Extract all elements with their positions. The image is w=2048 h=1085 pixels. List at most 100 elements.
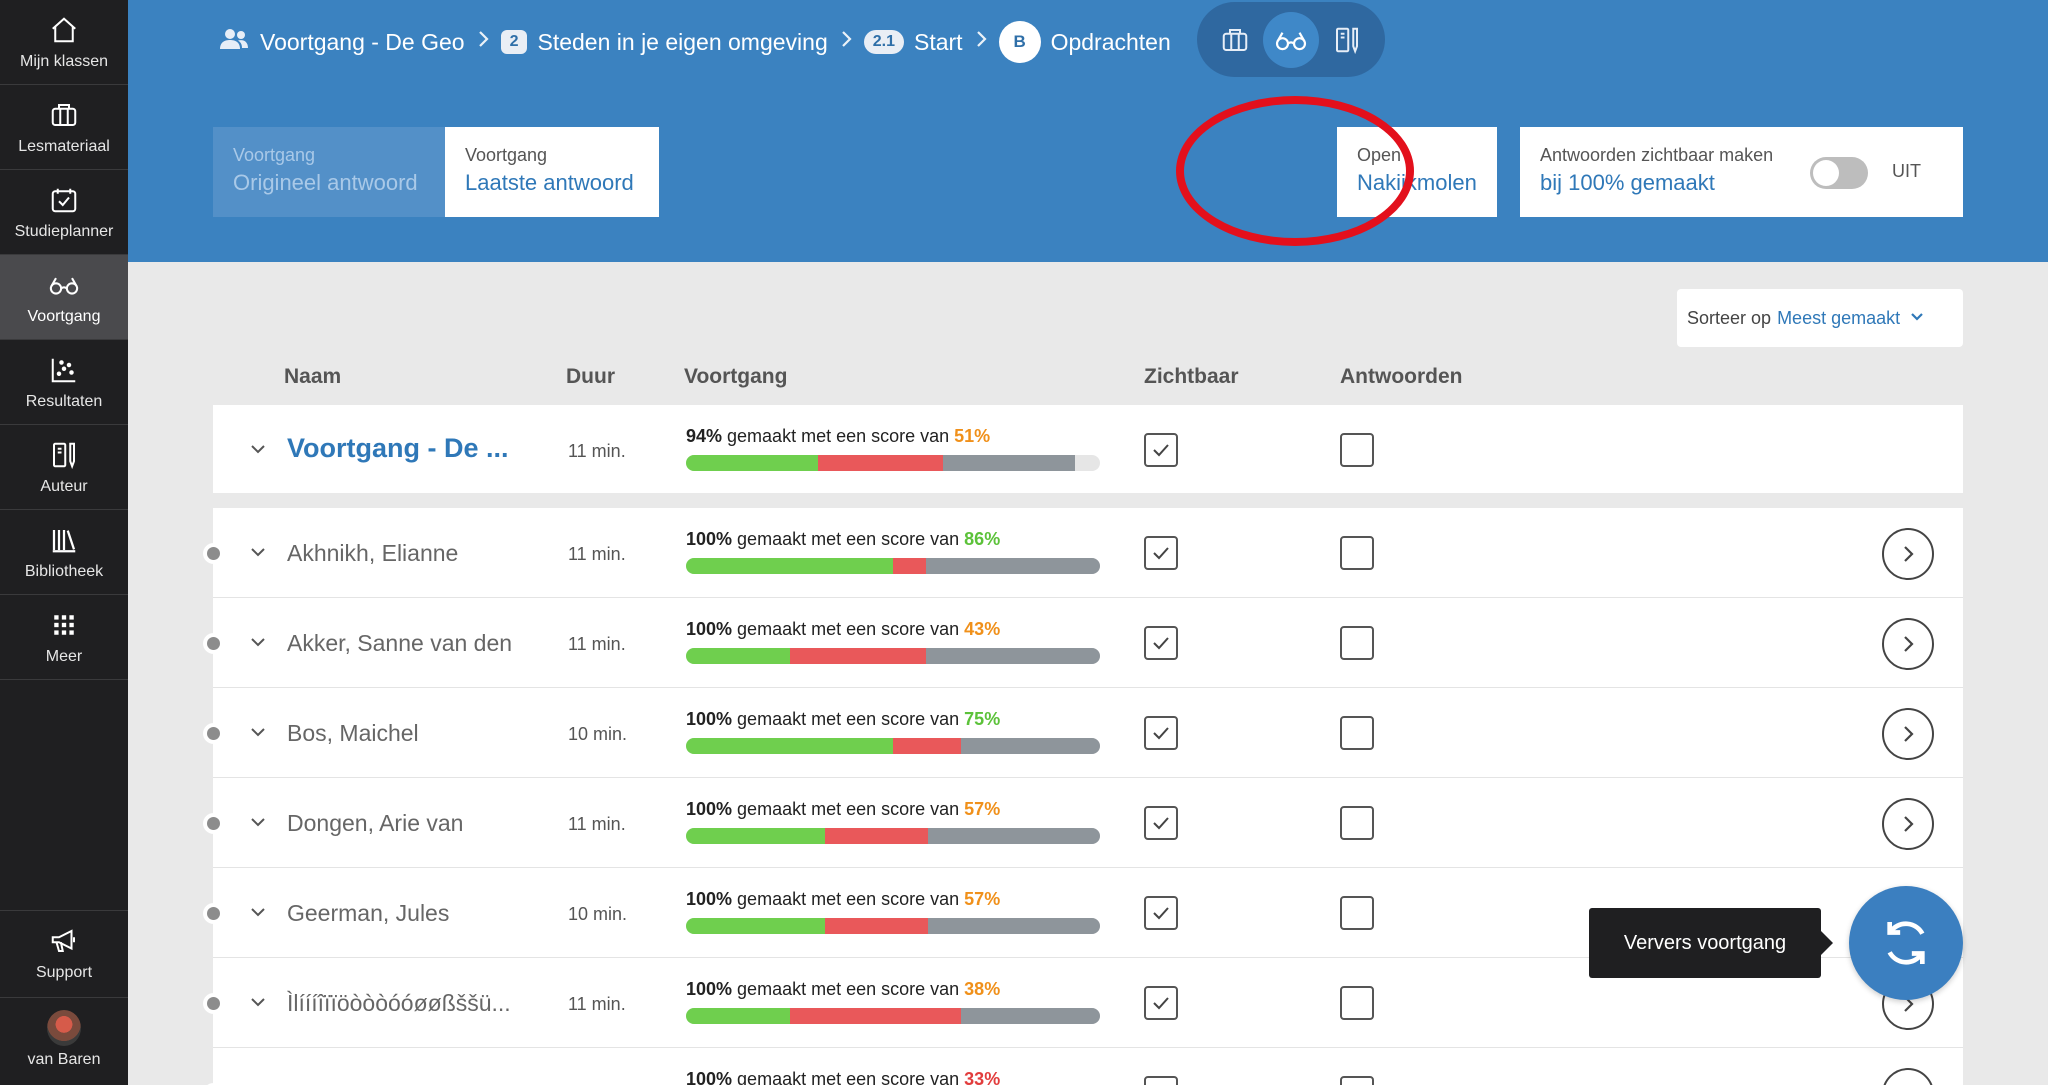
breadcrumb-item-assignments[interactable]: B Opdrachten	[998, 21, 1171, 63]
view-voortgang-button[interactable]	[1263, 11, 1319, 68]
expand-chevron-icon[interactable]	[247, 991, 269, 1013]
sidebar-item-voortgang[interactable]: Voortgang	[0, 255, 128, 340]
progress-text: 100% gemaakt met een score van 38%	[686, 979, 1100, 1000]
visible-checkbox[interactable]	[1144, 626, 1178, 660]
visible-checkbox[interactable]	[1144, 806, 1178, 840]
breadcrumb-item-chapter[interactable]: 2 Steden in je eigen omgeving	[500, 29, 828, 56]
open-nakijkmolen-button[interactable]: Open Nakijkmolen	[1337, 127, 1497, 217]
sidebar-item-studieplanner[interactable]: Studieplanner	[0, 170, 128, 255]
breadcrumb-label: Voortgang - De Geo	[260, 28, 465, 55]
view-lesmateriaal-button[interactable]	[1207, 12, 1263, 68]
sidebar-item-auteur[interactable]: Auteur	[0, 425, 128, 510]
expand-chevron-icon[interactable]	[247, 811, 269, 833]
answers-checkbox[interactable]	[1340, 896, 1374, 930]
expand-chevron-icon[interactable]	[247, 541, 269, 563]
users-icon	[218, 27, 250, 57]
sidebar-item-support[interactable]: Support	[0, 910, 128, 995]
column-header-progress[interactable]: Voortgang	[684, 365, 788, 388]
sidebar-item-bibliotheek[interactable]: Bibliotheek	[0, 510, 128, 595]
student-row[interactable]: Akhnikh, Elianne 11 min. 100% gemaakt me…	[203, 508, 1963, 598]
sidebar-item-label: Resultaten	[25, 393, 103, 410]
status-dot	[203, 813, 224, 834]
open-student-button[interactable]	[1882, 1068, 1934, 1085]
student-row[interactable]: Ìlíííîïïöòòòóóøøßššü... 11 min. 100% gem…	[203, 958, 1963, 1048]
answer-segment-control: Voortgang Origineel antwoord Voortgang L…	[213, 127, 659, 217]
answers-checkbox[interactable]	[1340, 626, 1374, 660]
bar-wrong	[824, 828, 929, 844]
progress-bar	[686, 558, 1100, 574]
view-auteur-button[interactable]	[1319, 12, 1375, 68]
bar-unscored	[928, 828, 1100, 844]
visible-checkbox[interactable]	[1144, 1076, 1178, 1085]
open-student-button[interactable]	[1882, 528, 1934, 580]
visibility-condition[interactable]: bij 100% gemaakt	[1540, 170, 1715, 195]
answers-checkbox[interactable]	[1340, 1076, 1374, 1085]
expand-chevron-icon[interactable]	[247, 901, 269, 923]
visible-checkbox[interactable]	[1144, 716, 1178, 750]
sidebar-item-resultaten[interactable]: Resultaten	[0, 340, 128, 425]
sidebar-item-meer[interactable]: Meer	[0, 595, 128, 680]
student-row[interactable]: 100% gemaakt met een score van 33%	[203, 1048, 1963, 1085]
student-name[interactable]: Akker, Sanne van den	[287, 630, 513, 656]
toggle-state-label: UIT	[1892, 161, 1921, 181]
visibility-toggle[interactable]	[1810, 157, 1868, 189]
progress-bar	[686, 738, 1100, 754]
student-name[interactable]: Geerman, Jules	[287, 900, 450, 926]
open-student-button[interactable]	[1882, 618, 1934, 670]
column-header-name[interactable]: Naam	[284, 365, 342, 388]
student-row[interactable]: Bos, Maichel 10 min. 100% gemaakt met ee…	[203, 688, 1963, 778]
expand-chevron-icon[interactable]	[247, 438, 269, 460]
sidebar-item-user[interactable]: van Baren	[0, 997, 128, 1082]
score-value: 86%	[964, 529, 1001, 549]
bar-unscored	[926, 648, 1100, 664]
expand-chevron-icon[interactable]	[247, 1081, 269, 1085]
student-name[interactable]: Akhnikh, Elianne	[287, 540, 459, 566]
briefcase-icon	[1222, 28, 1248, 51]
column-header-duration[interactable]: Duur	[566, 365, 615, 388]
visible-checkbox[interactable]	[1144, 896, 1178, 930]
duration: 11 min.	[568, 441, 626, 461]
breadcrumb-item-section[interactable]: 2.1 Start	[863, 29, 963, 56]
progress-text: 100% gemaakt met een score van 57%	[686, 799, 1100, 820]
sidebar-item-mijn-klassen[interactable]: Mijn klassen	[0, 0, 128, 85]
open-label: Nakijkmolen	[1357, 170, 1477, 195]
score-value: 51%	[954, 426, 991, 446]
glasses-icon	[47, 268, 81, 302]
open-student-button[interactable]	[1882, 708, 1934, 760]
chevron-right-icon	[840, 30, 852, 54]
sort-dropdown[interactable]: Sorteer op Meest gemaakt	[1677, 289, 1963, 347]
duration: 11 min.	[568, 994, 626, 1014]
answers-checkbox[interactable]	[1340, 806, 1374, 840]
breadcrumb-item-course[interactable]: Voortgang - De Geo	[218, 27, 465, 57]
score-value: 75%	[964, 709, 1001, 729]
expand-chevron-icon[interactable]	[247, 721, 269, 743]
open-student-button[interactable]	[1882, 798, 1934, 850]
progress-percent: 100%	[686, 799, 733, 819]
student-name[interactable]: Ìlíííîïïöòòòóóøøßššü...	[287, 990, 511, 1016]
answers-checkbox[interactable]	[1340, 536, 1374, 570]
answers-checkbox[interactable]	[1340, 716, 1374, 750]
answers-checkbox[interactable]	[1340, 986, 1374, 1020]
student-row[interactable]: Akker, Sanne van den 11 min. 100% gemaak…	[203, 598, 1963, 688]
progress-label: gemaakt met een score van	[722, 426, 955, 446]
answers-checkbox[interactable]	[1340, 433, 1374, 467]
segment-original-answer[interactable]: Voortgang Origineel antwoord	[213, 127, 445, 217]
refresh-progress-button[interactable]	[1849, 886, 1963, 1000]
student-row[interactable]: Dongen, Arie van 11 min. 100% gemaakt me…	[203, 778, 1963, 868]
group-name[interactable]: Voortgang - De ...	[287, 433, 509, 463]
expand-chevron-icon[interactable]	[247, 631, 269, 653]
student-name[interactable]: Dongen, Arie van	[287, 810, 464, 836]
visible-checkbox[interactable]	[1144, 536, 1178, 570]
grid-icon	[47, 608, 81, 642]
bar-unscored	[928, 918, 1100, 934]
visible-checkbox[interactable]	[1144, 986, 1178, 1020]
student-name[interactable]: Bos, Maichel	[287, 720, 419, 746]
sidebar-item-lesmateriaal[interactable]: Lesmateriaal	[0, 85, 128, 170]
header: Voortgang - De Geo 2 Steden in je eigen …	[128, 0, 2048, 262]
calendar-check-icon	[47, 183, 81, 217]
assignments-badge: B	[998, 21, 1041, 63]
visible-checkbox[interactable]	[1144, 433, 1178, 467]
segment-latest-answer[interactable]: Voortgang Laatste antwoord	[445, 127, 659, 217]
refresh-icon	[1887, 921, 1925, 965]
glasses-icon	[1275, 31, 1307, 50]
